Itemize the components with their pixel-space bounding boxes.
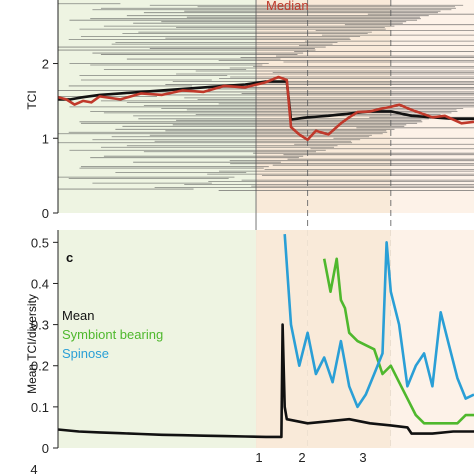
- tci-tick-label: 2: [42, 57, 49, 72]
- tci-background-lines: [58, 3, 474, 191]
- zone-label-1: 1: [255, 450, 262, 465]
- mean-tci-zone-3: [307, 230, 391, 448]
- mean-tci-x-ticks: 1 2 3: [255, 450, 366, 465]
- mean-tci-zone-1: [58, 230, 257, 448]
- tci-series-0-line: [58, 80, 474, 121]
- legend-symbiont-bearing: Symbiont bearing: [62, 327, 163, 342]
- mean-tci-series-symbiont-bearing-line: [322, 257, 474, 425]
- mean-tci-series-spinose-line: [283, 234, 474, 409]
- tci-panel: 0 1 2 TCI Median: [25, 0, 474, 448]
- mean-tci-y-axis: 0 0.1 0.2 0.3 0.4 0.5: [31, 230, 59, 456]
- tci-tick-label: 1: [42, 131, 49, 146]
- mean-tci-zone-4: [390, 230, 474, 448]
- mean-tci-series-mean-line: [57, 323, 474, 439]
- legend-spinose: Spinose: [62, 346, 109, 361]
- tci-y-axis: 0 1 2: [42, 0, 59, 221]
- mean-tci-tick-label: 0.4: [31, 276, 49, 291]
- median-legend-label: Median: [266, 0, 309, 13]
- mean-tci-y-axis-label: Mean TCI/diversity: [25, 294, 39, 394]
- mean-tci-tick-label: 0.1: [31, 400, 49, 415]
- mean-tci-tick-label: 0: [42, 441, 49, 456]
- mean-tci-panel: 0 0.1 0.2 0.3 0.4 0.5 Mean TCI/diversity c Me…: [25, 230, 474, 474]
- bottom-partial-tick-label: 4: [30, 462, 37, 474]
- mean-tci-tick-label: 0.2: [31, 359, 49, 374]
- zone-label-2: 2: [298, 450, 305, 465]
- tci-tick-label: 0: [42, 206, 49, 221]
- zone-label-3: 3: [359, 450, 366, 465]
- mean-tci-tick-label: 0.5: [31, 235, 49, 250]
- legend-mean: Mean: [62, 308, 95, 323]
- panel-label-c: c: [66, 250, 73, 265]
- mean-tci-tick-label: 0.3: [31, 318, 49, 333]
- mean-tci-background-zones: [58, 230, 474, 448]
- tci-series: [57, 75, 474, 142]
- mean-tci-series: [57, 234, 474, 439]
- tci-series-median-line: [57, 75, 474, 142]
- tci-y-axis-label: TCI: [25, 90, 39, 109]
